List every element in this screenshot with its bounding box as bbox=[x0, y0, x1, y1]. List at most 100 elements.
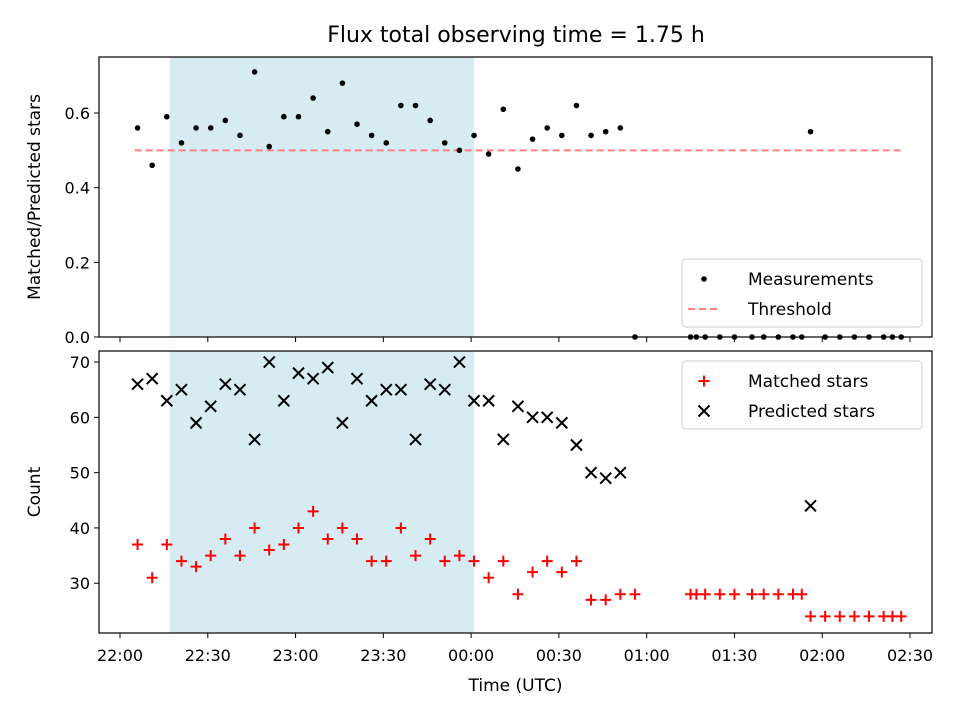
measurement-point bbox=[573, 102, 580, 109]
matched-star-point bbox=[410, 550, 422, 562]
x-tick-label: 23:30 bbox=[360, 646, 406, 665]
legend: Matched stars Predicted stars bbox=[681, 360, 923, 430]
matched-star-point bbox=[453, 550, 465, 562]
predicted-star-point bbox=[277, 394, 291, 407]
predicted-star-point bbox=[497, 433, 510, 446]
measurement-point bbox=[456, 147, 463, 154]
observing-span bbox=[169, 351, 475, 633]
legend-box bbox=[681, 258, 923, 328]
x-tick-label: 02:00 bbox=[799, 646, 845, 665]
matched-star-point bbox=[307, 505, 319, 517]
matched-star-point bbox=[570, 555, 582, 567]
matched-star-point bbox=[600, 594, 612, 606]
measurement-point bbox=[617, 125, 624, 131]
x-tick-label: 00:30 bbox=[536, 646, 582, 665]
predicted-star-point bbox=[189, 416, 203, 430]
measurement-point bbox=[602, 128, 609, 135]
x-axis-label: Time (UTC) bbox=[468, 676, 563, 696]
measurement-point bbox=[500, 106, 507, 113]
predicted-star-point bbox=[263, 355, 276, 369]
predicted-star-point bbox=[409, 433, 422, 446]
matched-star-point bbox=[161, 539, 173, 551]
measurement-point bbox=[588, 132, 594, 139]
predicted-star-point bbox=[438, 383, 451, 396]
predicted-star-point bbox=[584, 466, 598, 479]
measurement-point bbox=[134, 125, 141, 131]
predicted-star-point bbox=[570, 438, 583, 452]
measurement-point bbox=[237, 132, 243, 139]
predicted-star-point bbox=[453, 355, 466, 369]
matched-star-point bbox=[322, 533, 334, 545]
measurement-point bbox=[324, 128, 331, 135]
predicted-star-point bbox=[175, 383, 188, 396]
legend-label: Matched stars bbox=[748, 372, 868, 392]
matched-star-point bbox=[805, 610, 817, 622]
legend-label: Measurements bbox=[748, 270, 874, 290]
measurement-point bbox=[471, 132, 477, 139]
matched-star-point bbox=[468, 555, 480, 567]
measurement-point bbox=[266, 143, 273, 150]
predicted-star-point bbox=[160, 394, 174, 407]
y-tick-label: 0.6 bbox=[65, 104, 90, 123]
predicted-star-point bbox=[131, 377, 144, 391]
y-tick-label: 40 bbox=[70, 519, 90, 538]
predicted-star-point bbox=[365, 394, 378, 407]
matched-star-point bbox=[728, 588, 740, 600]
x-tick-label: 23:00 bbox=[273, 646, 319, 665]
x-tick-label: 01:00 bbox=[624, 646, 670, 665]
predicted-star-point bbox=[248, 433, 261, 446]
predicted-star-point bbox=[614, 466, 627, 479]
predicted-star-point bbox=[204, 400, 217, 413]
measurement-point bbox=[412, 102, 419, 109]
x-tick-label: 01:30 bbox=[711, 646, 757, 665]
matched-star-point bbox=[132, 539, 144, 551]
matched-star-point bbox=[848, 610, 860, 622]
matched-star-point bbox=[439, 555, 451, 567]
measurement-point bbox=[222, 117, 229, 124]
matched-star-point bbox=[366, 555, 378, 567]
predicted-star-point bbox=[233, 383, 247, 396]
y-tick-label: 50 bbox=[70, 464, 90, 483]
chart-title: Flux total observing time = 1.75 h bbox=[327, 23, 705, 48]
measurement-point bbox=[398, 102, 404, 109]
measurement-point bbox=[559, 132, 565, 139]
count-panel: 30 40 50 60 70 22:00 22:30 23:00 23:30 00:00 00:30… bbox=[25, 350, 933, 696]
matched-star-point bbox=[278, 539, 290, 551]
predicted-star-point bbox=[599, 471, 612, 485]
matched-star-point bbox=[819, 610, 831, 622]
matched-star-point bbox=[336, 522, 348, 534]
measurement-point bbox=[281, 113, 287, 120]
x-tick-label: 00:00 bbox=[448, 646, 494, 665]
matched-star-point bbox=[219, 533, 231, 545]
y-tick-label: 0.2 bbox=[65, 253, 90, 272]
predicted-star-point bbox=[511, 400, 525, 413]
matched-star-point bbox=[714, 588, 726, 600]
measurement-point bbox=[529, 136, 536, 142]
legend-marker-matched bbox=[698, 375, 710, 387]
matched-star-point bbox=[395, 522, 407, 534]
matched-star-point bbox=[541, 555, 553, 567]
predicted-star-point bbox=[540, 411, 554, 424]
measurement-point bbox=[485, 151, 492, 157]
matched-star-point bbox=[483, 572, 495, 584]
measurement-point bbox=[310, 95, 316, 101]
y-tick-label: 30 bbox=[70, 574, 90, 593]
x-tick-label: 22:30 bbox=[185, 646, 231, 665]
legend-box bbox=[681, 360, 923, 430]
matched-star-point bbox=[527, 566, 539, 578]
measurement-point bbox=[164, 113, 170, 120]
predicted-star-point bbox=[394, 383, 408, 396]
measurement-point bbox=[178, 140, 185, 146]
matched-star-point bbox=[585, 594, 597, 606]
measurement-point bbox=[427, 117, 433, 124]
measurement-point bbox=[339, 80, 346, 86]
matched-star-point bbox=[556, 566, 568, 578]
matched-star-point bbox=[249, 522, 261, 534]
predicted-star-point bbox=[336, 416, 349, 430]
axes-frame bbox=[98, 56, 933, 338]
measurement-point bbox=[193, 125, 199, 131]
y-tick-label: 0.0 bbox=[65, 328, 90, 347]
measurement-point bbox=[441, 140, 448, 146]
predicted-star-point bbox=[555, 416, 569, 430]
